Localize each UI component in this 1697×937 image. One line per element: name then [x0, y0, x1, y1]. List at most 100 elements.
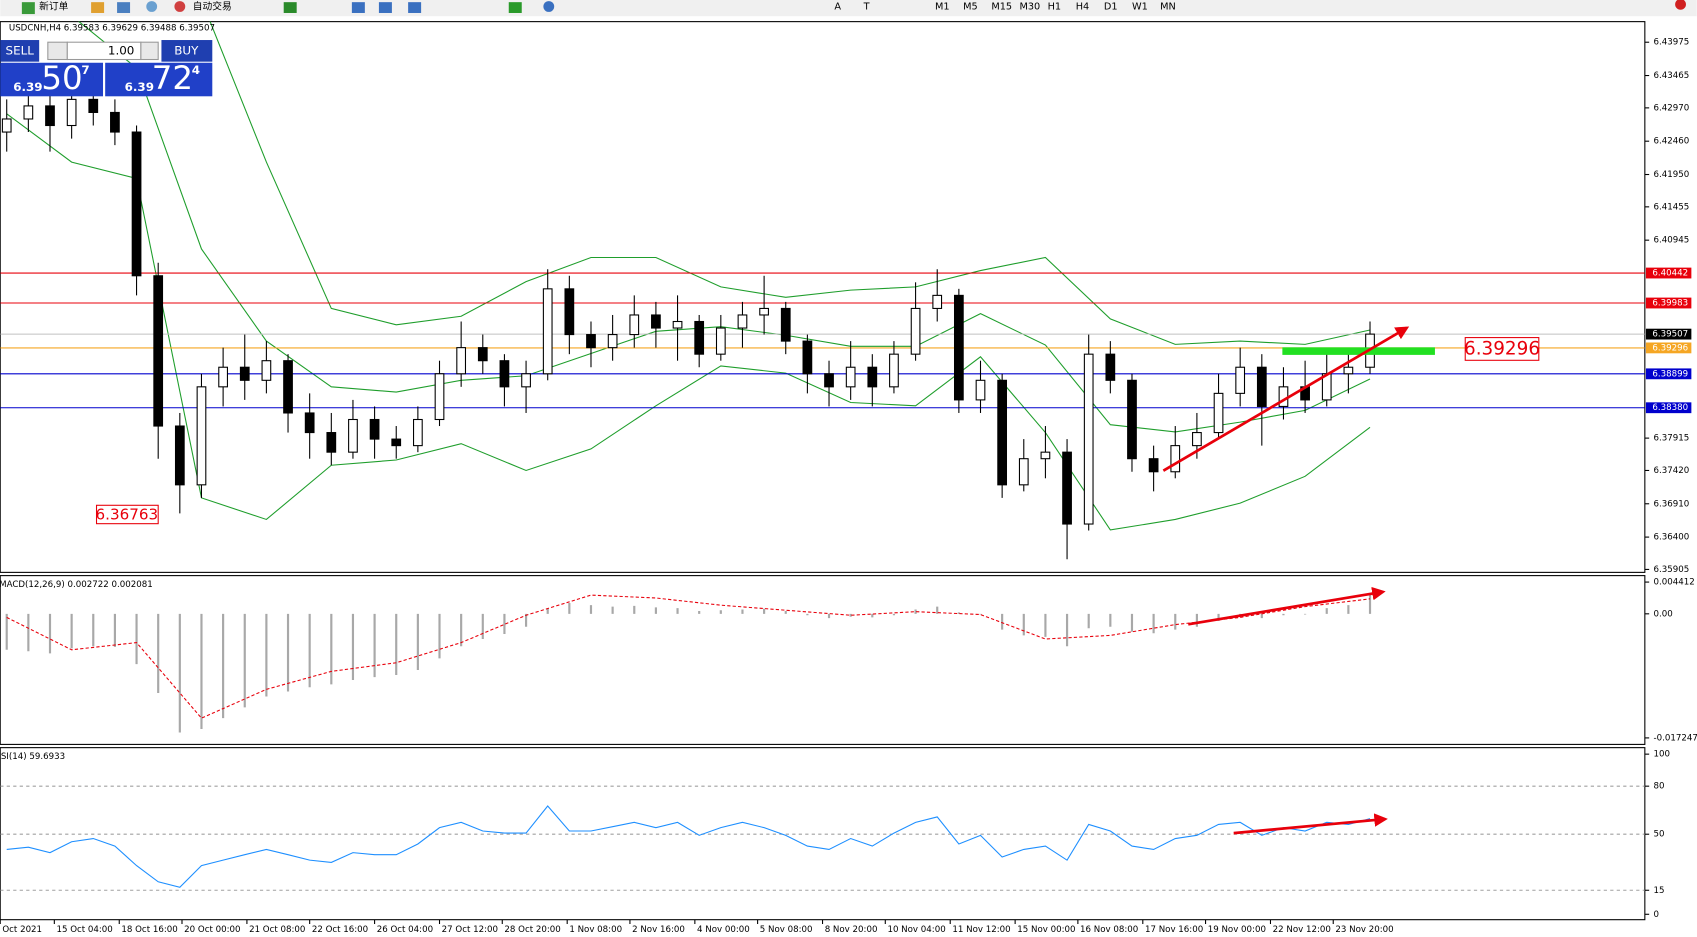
candle-body: [737, 314, 748, 329]
timeframe-button[interactable]: H1: [1048, 1, 1062, 12]
candle-body: [759, 307, 769, 316]
price-callout-text: 6.39296: [1464, 338, 1540, 359]
notification-badge[interactable]: [1675, 0, 1686, 10]
candle-body: [348, 418, 358, 453]
auto-trading-icon[interactable]: [174, 1, 186, 12]
bollinger-middle: [78, 21, 1371, 433]
candle-body: [413, 418, 423, 447]
sell-button[interactable]: [0, 40, 40, 62]
x-tick-label: 19 Nov 00:00: [1208, 925, 1266, 935]
candle-body: [1040, 451, 1051, 460]
bid-box[interactable]: [0, 62, 104, 97]
new-order-button[interactable]: 新订单: [39, 0, 68, 12]
y-tick-label: 6.40945: [1653, 236, 1689, 246]
toolbar: 新订单 自动交易 A T M1 M5 M15 M30 H1 H4 D1 W1 MN: [0, 0, 1697, 17]
candle-body: [1083, 353, 1094, 525]
icon[interactable]: [146, 1, 158, 12]
auto-trading-button[interactable]: 自动交易: [193, 0, 232, 12]
candle-body: [1192, 432, 1202, 447]
ask-point[interactable]: 4: [192, 63, 200, 77]
y-tick-label: 80: [1653, 782, 1664, 792]
candle-body: [283, 360, 293, 414]
candle-body: [845, 366, 856, 388]
ask-pips[interactable]: 72: [152, 59, 193, 97]
x-tick-label: 18 Oct 16:00: [121, 925, 177, 935]
timeframe-button[interactable]: M30: [1019, 1, 1040, 12]
candle-body: [391, 438, 402, 447]
candle-body: [521, 373, 531, 388]
candle-body: [239, 366, 250, 381]
y-tick-label: 6.36910: [1653, 499, 1689, 509]
candle-body: [1343, 366, 1354, 375]
ask-box[interactable]: [105, 62, 213, 97]
price-level-tag: [1645, 402, 1692, 414]
timeframe-button[interactable]: M1: [935, 1, 950, 12]
x-tick-label: 20 Oct 00:00: [184, 925, 240, 935]
sell-label[interactable]: SELL: [6, 43, 35, 57]
text-tool[interactable]: A: [834, 1, 841, 12]
timeframe-button[interactable]: M5: [963, 1, 978, 12]
candle-body: [218, 366, 228, 388]
timeframe-button[interactable]: D1: [1104, 1, 1118, 12]
timeframe-button[interactable]: M15: [991, 1, 1012, 12]
price-callout: [1464, 337, 1540, 361]
lot-up[interactable]: [140, 41, 159, 61]
price-level-label: 6.39296: [1652, 343, 1688, 353]
bid-base[interactable]: 6.39: [13, 80, 42, 94]
buy-label[interactable]: BUY: [174, 43, 199, 57]
icon[interactable]: [378, 2, 392, 13]
x-tick-label: Oct 2021: [2, 925, 42, 935]
buy-button[interactable]: [161, 40, 213, 62]
lot-down[interactable]: [47, 41, 68, 61]
candle-body: [1, 118, 12, 133]
icon[interactable]: [117, 2, 131, 13]
y-tick-label: 6.43465: [1653, 71, 1689, 81]
candle-body: [607, 334, 618, 349]
candle-body: [651, 314, 661, 329]
timeframe-button[interactable]: H4: [1076, 1, 1090, 12]
x-tick-label: 4 Nov 00:00: [697, 925, 750, 935]
x-tick-label: 11 Nov 12:00: [952, 925, 1010, 935]
candle-body: [932, 294, 943, 309]
bollinger-lower: [6, 113, 1371, 531]
toolbar-bg: [0, 0, 1697, 17]
candle-body: [23, 105, 34, 120]
rsi-plot: [0, 785, 1645, 891]
bid-point[interactable]: 7: [81, 63, 89, 77]
x-tick-label: 1 Nov 08:00: [569, 925, 622, 935]
icon[interactable]: [351, 2, 365, 13]
candle-body: [867, 366, 878, 388]
y-tick-label: 0: [1653, 910, 1659, 920]
x-tick-label: 5 Nov 08:00: [760, 925, 813, 935]
y-tick-label: 15: [1653, 886, 1664, 896]
bid-pips[interactable]: 50: [41, 59, 82, 97]
price-callout: [95, 504, 159, 525]
y-tick-label: 0.00: [1653, 609, 1672, 619]
icon[interactable]: [91, 2, 105, 13]
price-level-tag: [1645, 297, 1692, 309]
y-tick-label: 6.35905: [1653, 565, 1689, 575]
label-tool[interactable]: T: [863, 1, 870, 12]
axes: 6.43975 6.43465 6.42970 6.42460 6.41950 6.414…: [0, 38, 1697, 935]
y-tick-label: 100: [1653, 750, 1670, 760]
candle-body: [110, 111, 120, 133]
candle-body: [997, 379, 1008, 486]
icon[interactable]: [543, 1, 555, 12]
ask-base[interactable]: 6.39: [125, 80, 154, 94]
timeframe-button[interactable]: W1: [1132, 1, 1148, 12]
icon[interactable]: [508, 2, 522, 13]
y-tick-label: -0.017247: [1653, 733, 1697, 743]
icon[interactable]: [283, 2, 297, 13]
icon[interactable]: [408, 2, 422, 13]
x-tick-label: 2 Nov 16:00: [632, 925, 685, 935]
price-level-tag: [1645, 328, 1692, 340]
timeframe-button[interactable]: MN: [1160, 1, 1176, 12]
price-level-label: 6.38380: [1652, 403, 1688, 413]
new-order-icon[interactable]: [21, 2, 35, 15]
x-tick-label: 22 Oct 16:00: [312, 925, 368, 935]
lot-value[interactable]: 1.00: [108, 43, 134, 57]
x-tick-label: 28 Oct 20:00: [504, 925, 560, 935]
x-tick-label: 15 Nov 00:00: [1017, 925, 1075, 935]
